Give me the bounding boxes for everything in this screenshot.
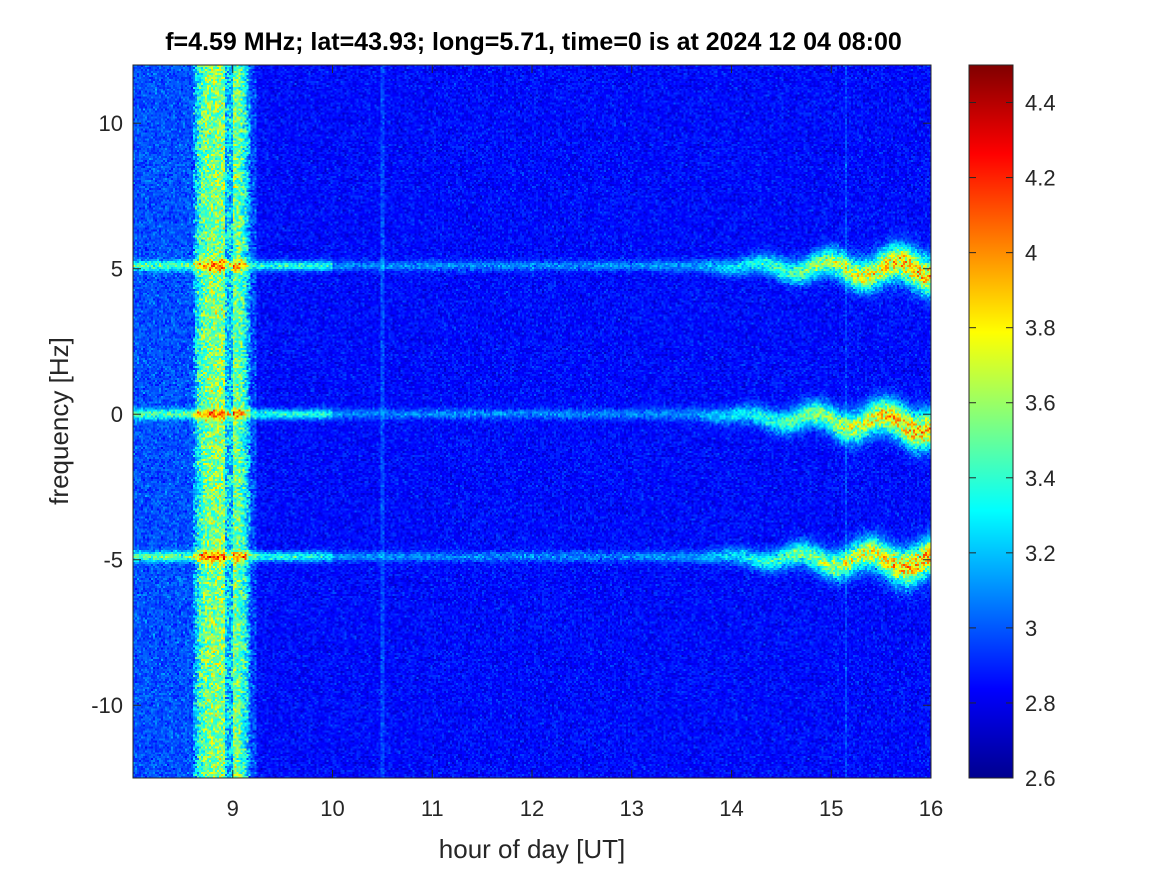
x-axis-label: hour of day [UT]: [439, 834, 625, 864]
x-tick-label: 16: [919, 796, 943, 821]
x-tick-label: 12: [520, 796, 544, 821]
chart-title: f=4.59 MHz; lat=43.93; long=5.71, time=0…: [165, 28, 902, 56]
y-tick-label: 5: [111, 257, 123, 282]
x-tick-label: 9: [227, 796, 239, 821]
colorbar-ticks: 2.6 2.8 3 3.2 3.4 3.6 3.8 4 4.2 4.4: [969, 91, 1056, 791]
spectrogram-plot-area: [132, 64, 932, 779]
colorbar-tick-label: 2.6: [1025, 766, 1056, 791]
colorbar: [968, 64, 1014, 779]
y-axis-label: frequency [Hz]: [44, 337, 74, 505]
colorbar-tick-label: 4.4: [1025, 91, 1056, 116]
colorbar-tick-label: 3.6: [1025, 391, 1056, 416]
y-tick-label: 10: [99, 111, 123, 136]
colorbar-tick-label: 4: [1025, 241, 1037, 266]
y-tick-label: -5: [103, 548, 123, 573]
colorbar-tick-label: 2.8: [1025, 691, 1056, 716]
x-tick-label: 10: [320, 796, 344, 821]
colorbar-tick-label: 3.8: [1025, 316, 1056, 341]
colorbar-tick-label: 4.2: [1025, 166, 1056, 191]
colorbar-tick-label: 3.2: [1025, 541, 1056, 566]
colorbar-gradient: [968, 64, 1014, 779]
x-tick-label: 14: [719, 796, 743, 821]
x-tick-label: 15: [819, 796, 843, 821]
x-tick-label: 13: [620, 796, 644, 821]
colorbar-tick-label: 3.4: [1025, 466, 1056, 491]
y-axis: 10 5 0 -5 -10: [91, 111, 931, 718]
y-tick-label: 0: [111, 402, 123, 427]
x-tick-label: 11: [421, 796, 444, 821]
x-axis: 9 10 11 12 13 14 15 16: [227, 65, 943, 821]
colorbar-tick-label: 3: [1025, 616, 1037, 641]
y-tick-label: -10: [91, 693, 123, 718]
spectrogram-heatmap: [133, 65, 931, 778]
